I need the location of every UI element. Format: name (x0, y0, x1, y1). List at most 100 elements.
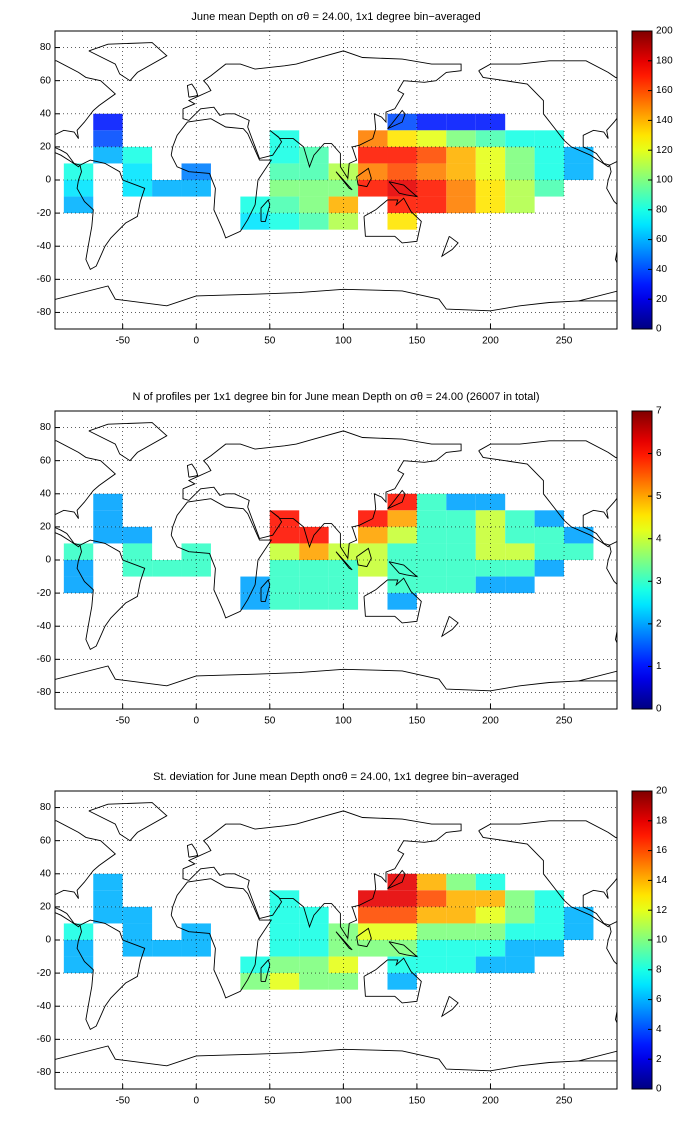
heatmap-cell (270, 973, 299, 990)
panel: June mean Depth on σθ = 24.00, 1x1 degre… (0, 11, 696, 347)
heatmap-cell (446, 923, 475, 940)
heatmap-cell (535, 923, 564, 940)
x-tick-label: 250 (556, 1096, 573, 1107)
x-tick-label: 150 (409, 1096, 426, 1107)
heatmap-cell (417, 147, 446, 164)
heatmap-cell (123, 907, 152, 924)
heatmap-cell (505, 147, 534, 164)
heatmap-cell (387, 163, 416, 180)
heatmap-cell (270, 923, 299, 940)
heatmap-cell (299, 973, 328, 990)
colorbar-tick-label: 0 (656, 1084, 662, 1095)
heatmap-cell (299, 940, 328, 957)
heatmap-cell (270, 543, 299, 560)
heatmap-cell (417, 163, 446, 180)
heatmap-cell (446, 560, 475, 577)
heatmap-cell (64, 180, 93, 197)
colorbar-tick-label: 4 (656, 1024, 662, 1035)
heatmap-cell (446, 890, 475, 907)
heatmap-cell (417, 907, 446, 924)
heatmap-cell (505, 923, 534, 940)
heatmap-cell (535, 510, 564, 527)
heatmap-cell (299, 957, 328, 974)
heatmap-cell (535, 907, 564, 924)
heatmap-cell (64, 940, 93, 957)
colorbar-tick-label: 40 (656, 264, 668, 275)
heatmap-cell (123, 543, 152, 560)
heatmap-cell (476, 510, 505, 527)
heatmap-cell (446, 907, 475, 924)
heatmap-cell (476, 940, 505, 957)
heatmap-cell (93, 890, 122, 907)
heatmap-cell (387, 213, 416, 230)
heatmap-cell (64, 163, 93, 180)
heatmap-cell (446, 114, 475, 131)
x-tick-label: -50 (115, 716, 130, 727)
y-tick-label: -60 (37, 274, 52, 285)
heatmap-cell (270, 147, 299, 164)
colorbar-tick-label: 180 (656, 55, 673, 66)
x-tick-label: 50 (264, 1096, 276, 1107)
heatmap-cell (299, 923, 328, 940)
heatmap-cell (152, 940, 181, 957)
y-tick-label: 40 (40, 108, 52, 119)
heatmap-cell (358, 923, 387, 940)
colorbar-tick-label: 14 (656, 875, 668, 886)
heatmap-cell (417, 890, 446, 907)
heatmap-cell (535, 890, 564, 907)
colorbar-tick-label: 2 (656, 618, 662, 629)
heatmap-cell (417, 560, 446, 577)
heatmap-cell (505, 543, 534, 560)
heatmap-cell (535, 560, 564, 577)
heatmap-cell (299, 197, 328, 214)
heatmap-cell (358, 163, 387, 180)
panel: N of profiles per 1x1 degree bin for Jun… (0, 391, 696, 727)
y-tick-label: 20 (40, 142, 52, 153)
heatmap-cell (387, 130, 416, 147)
heatmap-cell (93, 130, 122, 147)
heatmap-cell (93, 114, 122, 131)
colorbar-tick-label: 10 (656, 935, 668, 946)
y-tick-label: -80 (37, 687, 52, 698)
heatmap-cell (446, 510, 475, 527)
heatmap-cell (358, 560, 387, 577)
x-tick-label: 250 (556, 716, 573, 727)
colorbar-tick-label: 140 (656, 115, 673, 126)
colorbar-tick-label: 160 (656, 85, 673, 96)
heatmap-cell (123, 560, 152, 577)
heatmap-cell (446, 147, 475, 164)
heatmap-cell (64, 957, 93, 974)
colorbar-tick-label: 3 (656, 576, 662, 587)
heatmap-cell (329, 180, 358, 197)
heatmap-cell (505, 957, 534, 974)
y-tick-label: -40 (37, 241, 52, 252)
heatmap-cell (93, 527, 122, 544)
heatmap-cell (182, 940, 211, 957)
heatmap-cell (387, 923, 416, 940)
heatmap-cell (64, 577, 93, 594)
heatmap-cell (123, 527, 152, 544)
heatmap-cell (387, 973, 416, 990)
y-tick-label: 40 (40, 868, 52, 879)
heatmap-cell (535, 527, 564, 544)
heatmap-cell (329, 560, 358, 577)
y-tick-label: 40 (40, 488, 52, 499)
heatmap-cell (564, 163, 593, 180)
y-tick-label: 0 (45, 935, 51, 946)
heatmap-cell (417, 957, 446, 974)
heatmap-cell (270, 957, 299, 974)
colorbar-tick-label: 6 (656, 448, 662, 459)
heatmap-cell (446, 163, 475, 180)
heatmap-cell (446, 874, 475, 891)
y-tick-label: -20 (37, 208, 52, 219)
heatmap-cell (123, 923, 152, 940)
heatmap-cell (270, 180, 299, 197)
heatmap-cell (387, 510, 416, 527)
heatmap-cell (417, 923, 446, 940)
heatmap-cell (270, 940, 299, 957)
heatmap-cell (417, 527, 446, 544)
heatmap-cell (535, 163, 564, 180)
heatmap-cell (123, 147, 152, 164)
y-tick-label: 0 (45, 555, 51, 566)
